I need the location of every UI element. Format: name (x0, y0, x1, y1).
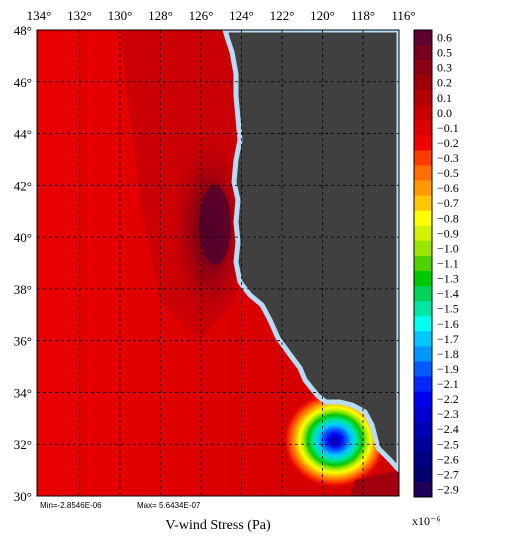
longitude-label: 128° (148, 8, 173, 23)
colorbar-label: −1.6 (437, 317, 459, 331)
colorbar-label: −0.2 (437, 136, 459, 150)
longitude-label: 126° (189, 8, 214, 23)
colorbar-swatch (414, 331, 432, 347)
latitude-label: 36° (14, 334, 32, 349)
colorbar-label: −0.3 (437, 151, 459, 165)
colorbar-swatch (414, 301, 432, 317)
colorbar-label: 0.0 (437, 106, 452, 120)
colorbar-swatch (414, 90, 432, 106)
colorbar-swatch (414, 180, 432, 197)
colorbar-swatch (414, 45, 432, 61)
colorbar-swatch (414, 210, 432, 227)
colorbar-label: −0.1 (437, 121, 459, 135)
colorbar-swatch (414, 135, 432, 152)
colorbar-label: −1.4 (437, 287, 459, 301)
colorbar-label: −0.8 (437, 211, 459, 225)
colorbar-swatch (414, 286, 432, 302)
colorbar-label: −2.9 (437, 482, 459, 496)
lat-lon-grid (37, 30, 399, 496)
colorbar-label: −2.1 (437, 377, 459, 391)
colorbar-label: −1.9 (437, 362, 459, 376)
low-pressure-feature (283, 392, 387, 488)
colorbar-label: −0.9 (437, 226, 459, 240)
colorbar-label: −2.4 (437, 422, 459, 436)
longitude-label: 134° (27, 8, 52, 23)
colorbar-swatch (414, 60, 432, 76)
colorbar-label: −1.7 (437, 332, 459, 346)
colorbar-swatch (414, 436, 432, 453)
colorbar-swatch (414, 195, 432, 212)
colorbar-label: 0.2 (437, 76, 452, 90)
latitude-label: 48° (14, 23, 32, 38)
colorbar-swatch (414, 120, 432, 136)
colorbar-label: −2.5 (437, 437, 459, 451)
colorbar-swatch (414, 165, 432, 182)
southeast-patch (350, 470, 399, 496)
colorbar-label: −2.7 (437, 467, 459, 481)
longitude-label: 132° (67, 8, 92, 23)
colorbar-swatch (414, 240, 432, 257)
map-field (37, 30, 399, 496)
colorbar-swatch (414, 271, 432, 287)
plot-frame (36, 29, 400, 497)
colorbar-swatch (414, 316, 432, 332)
colorbar-swatch (414, 30, 432, 46)
colorbar-label: −2.3 (437, 407, 459, 421)
colorbar-multiplier: x10⁻⁶ (412, 514, 441, 528)
longitude-label: 130° (108, 8, 133, 23)
colorbar-swatch (414, 361, 432, 377)
colorbar-swatch (414, 225, 432, 242)
colorbar-label: 0.5 (437, 46, 452, 60)
latitude-labels: 48° 46° 44° 42° 40° 38° 36° 34° 32° 30° (14, 23, 32, 504)
colorbar-swatch (414, 255, 432, 272)
colorbar-swatch (414, 376, 432, 393)
colorbar-swatch (414, 75, 432, 91)
latitude-label: 42° (14, 178, 32, 193)
colorbar-label: −2.2 (437, 392, 459, 406)
latitude-label: 44° (14, 127, 32, 142)
colorbar-swatch (414, 346, 432, 362)
longitude-labels: 134° 132° 130° 128° 126° 124° 122° 120° 118° 116° (27, 8, 416, 23)
colorbar-label: −1.1 (437, 257, 459, 271)
map-title: V-wind Stress (Pa) (165, 518, 271, 533)
latitude-label: 32° (14, 437, 32, 452)
colorbar-swatch (414, 481, 432, 498)
longitude-label: 118° (351, 8, 375, 23)
longitude-label: 116° (391, 8, 415, 23)
longitude-label: 124° (229, 8, 254, 23)
colorbar-frame (413, 29, 433, 498)
latitude-label: 34° (14, 385, 32, 400)
latitude-label: 38° (14, 282, 32, 297)
colorbar-label: −0.5 (437, 166, 459, 180)
latitude-label: 46° (14, 75, 32, 90)
colorbar-label: 0.6 (437, 31, 452, 45)
colorbar-label: −0.6 (437, 181, 459, 195)
colorbar-label: −1.8 (437, 347, 459, 361)
colorbar-swatch (414, 391, 432, 408)
colorbar-swatch (414, 466, 432, 483)
latitude-label: 30° (14, 489, 32, 504)
colorbar-swatch (414, 421, 432, 438)
colorbar-label: −1.5 (437, 302, 459, 316)
min-stat: Min=-2.8546E-06 (40, 501, 102, 510)
longitude-label: 122° (270, 8, 295, 23)
colorbar: 0.60.50.30.20.10.0−0.1−0.2−0.3−0.5−0.6−0… (414, 30, 459, 498)
colorbar-label: −0.7 (437, 196, 459, 210)
colorbar-swatch (414, 105, 432, 121)
colorbar-label: −2.6 (437, 452, 459, 466)
latitude-label: 40° (14, 230, 32, 245)
land-mass (222, 30, 399, 473)
colorbar-swatch (414, 406, 432, 423)
colorbar-swatch (414, 150, 432, 167)
colorbar-label: 0.1 (437, 91, 452, 105)
max-stat: Max= 5.6434E-07 (137, 501, 201, 510)
colorbar-label: −1.3 (437, 272, 459, 286)
colorbar-swatch (414, 451, 432, 468)
longitude-label: 120° (310, 8, 335, 23)
trough-core (199, 185, 231, 265)
colorbar-label: −1.0 (437, 241, 459, 255)
colorbar-label: 0.3 (437, 61, 452, 75)
